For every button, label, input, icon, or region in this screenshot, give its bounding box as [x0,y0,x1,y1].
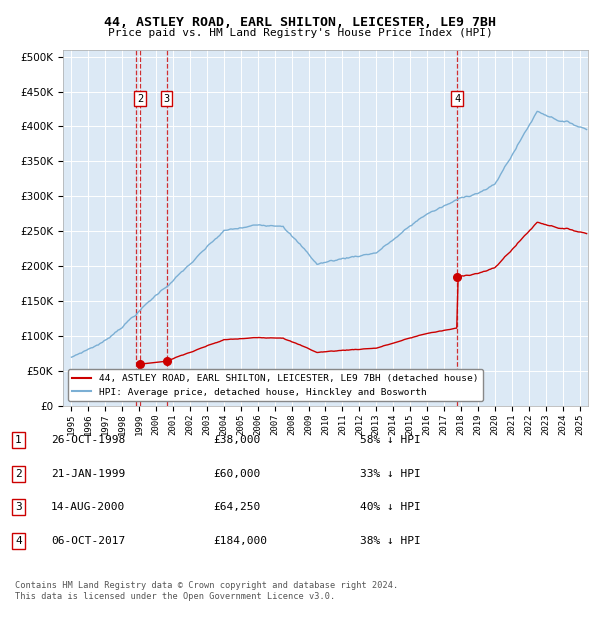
Text: 4: 4 [15,536,22,546]
Text: 44, ASTLEY ROAD, EARL SHILTON, LEICESTER, LE9 7BH: 44, ASTLEY ROAD, EARL SHILTON, LEICESTER… [104,16,496,29]
Text: 3: 3 [164,94,170,104]
Text: Contains HM Land Registry data © Crown copyright and database right 2024.: Contains HM Land Registry data © Crown c… [15,581,398,590]
Text: 1: 1 [15,435,22,445]
Text: 38% ↓ HPI: 38% ↓ HPI [360,536,421,546]
Text: 21-JAN-1999: 21-JAN-1999 [51,469,125,479]
Text: 2: 2 [137,94,143,104]
Text: £64,250: £64,250 [213,502,260,512]
Legend: 44, ASTLEY ROAD, EARL SHILTON, LEICESTER, LE9 7BH (detached house), HPI: Average: 44, ASTLEY ROAD, EARL SHILTON, LEICESTER… [68,370,483,401]
Text: 26-OCT-1998: 26-OCT-1998 [51,435,125,445]
Text: 33% ↓ HPI: 33% ↓ HPI [360,469,421,479]
Text: 2: 2 [15,469,22,479]
Text: 4: 4 [454,94,460,104]
Text: £60,000: £60,000 [213,469,260,479]
Text: This data is licensed under the Open Government Licence v3.0.: This data is licensed under the Open Gov… [15,592,335,601]
Text: 58% ↓ HPI: 58% ↓ HPI [360,435,421,445]
Text: 14-AUG-2000: 14-AUG-2000 [51,502,125,512]
Text: £184,000: £184,000 [213,536,267,546]
Text: Price paid vs. HM Land Registry's House Price Index (HPI): Price paid vs. HM Land Registry's House … [107,28,493,38]
Text: 06-OCT-2017: 06-OCT-2017 [51,536,125,546]
Text: £38,000: £38,000 [213,435,260,445]
Text: 3: 3 [15,502,22,512]
Text: 40% ↓ HPI: 40% ↓ HPI [360,502,421,512]
